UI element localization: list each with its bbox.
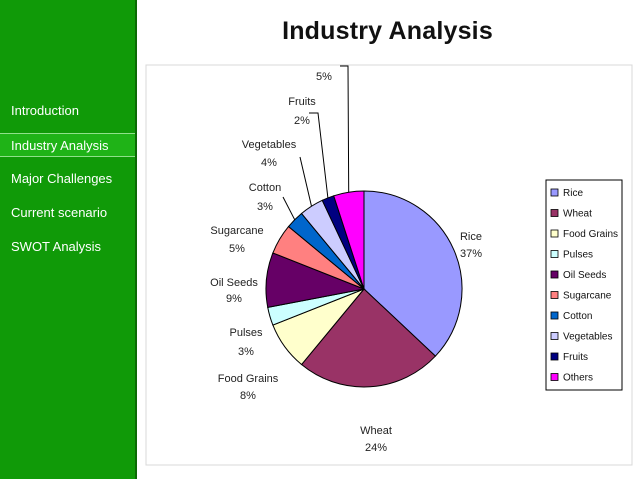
slice-value-sugarcane: 5% (229, 243, 245, 255)
slice-value-food-grains: 8% (240, 390, 256, 402)
nav-item-major-challenges[interactable]: Major Challenges (11, 171, 113, 186)
legend-swatch-food-grains (550, 229, 559, 238)
nav-item-industry-analysis[interactable]: Industry Analysis (0, 133, 135, 157)
legend-label-pulses: Pulses (563, 250, 593, 261)
slice-value-oil-seeds: 9% (226, 293, 242, 305)
slice-label-cotton: Cotton (249, 182, 281, 194)
slice-value-cotton: 3% (257, 201, 273, 213)
slice-label-vegetables: Vegetables (242, 139, 297, 151)
legend-swatch-vegetables (550, 332, 559, 340)
slice-value-others: 5% (316, 71, 332, 83)
slice-label-fruits: Fruits (288, 96, 316, 108)
slice-labels: Rice 37% Wheat 24% Food Grains 8% Pulses 3% Oil … (210, 71, 482, 454)
slice-value-vegetables: 4% (261, 157, 277, 169)
legend-label-food-grains: Food Grains (563, 229, 618, 240)
slice-label-pulses: Pulses (229, 327, 263, 339)
pie-slice-wheat (300, 288, 437, 388)
legend-swatch-sugarcane (550, 291, 559, 299)
nav-item-introduction[interactable]: Introduction (11, 103, 79, 118)
legend-label-oil-seeds: Oil Seeds (563, 270, 606, 281)
legend-swatch-fruits (550, 352, 559, 361)
legend-swatch-pulses (550, 250, 559, 258)
leader-lines (282, 65, 350, 220)
legend-swatch-cotton (550, 311, 559, 320)
chart-area-frame (145, 64, 633, 466)
slice-label-sugarcane: Sugarcane (210, 225, 263, 237)
leader-line-fruits (309, 112, 329, 198)
legend-label-wheat: Wheat (563, 209, 592, 220)
slice-value-fruits: 2% (294, 115, 310, 127)
slice-label-wheat: Wheat (360, 425, 392, 437)
slice-label-food-grains: Food Grains (218, 373, 279, 385)
legend-swatch-wheat (550, 209, 559, 217)
leader-line-vegetables (299, 156, 312, 207)
pie-slice-rice (363, 190, 463, 357)
slice-label-oil-seeds: Oil Seeds (210, 277, 258, 289)
slice-value-wheat: 24% (365, 442, 387, 454)
leader-line-others (340, 65, 350, 193)
chart-legend: Rice Wheat Food Grains Pulses Oil Seeds Sugar… (545, 179, 623, 391)
slice-value-rice: 37% (460, 248, 482, 260)
sidebar-nav: Introduction Industry Analysis Major Cha… (0, 0, 137, 479)
legend-label-vegetables: Vegetables (563, 332, 613, 343)
pie-slice-others (333, 190, 365, 290)
nav-item-swot-analysis[interactable]: SWOT Analysis (11, 239, 102, 254)
leader-line-cotton (282, 196, 296, 220)
plot-area-border (145, 64, 633, 466)
pie-slices (265, 190, 463, 388)
legend-label-others: Others (563, 373, 593, 384)
legend-box (545, 179, 623, 391)
slice-label-rice: Rice (460, 231, 482, 243)
legend-swatch-others (550, 373, 559, 381)
slice-value-pulses: 3% (238, 346, 254, 358)
legend-swatch-oil-seeds (550, 270, 559, 279)
legend-label-cotton: Cotton (563, 311, 592, 322)
legend-label-fruits: Fruits (563, 352, 588, 363)
legend-swatch-rice (550, 188, 559, 197)
legend-label-sugarcane: Sugarcane (563, 291, 612, 302)
legend-label-rice: Rice (563, 188, 583, 199)
slide-title: Industry Analysis (282, 17, 493, 45)
nav-item-current-scenario[interactable]: Current scenario (11, 205, 108, 220)
